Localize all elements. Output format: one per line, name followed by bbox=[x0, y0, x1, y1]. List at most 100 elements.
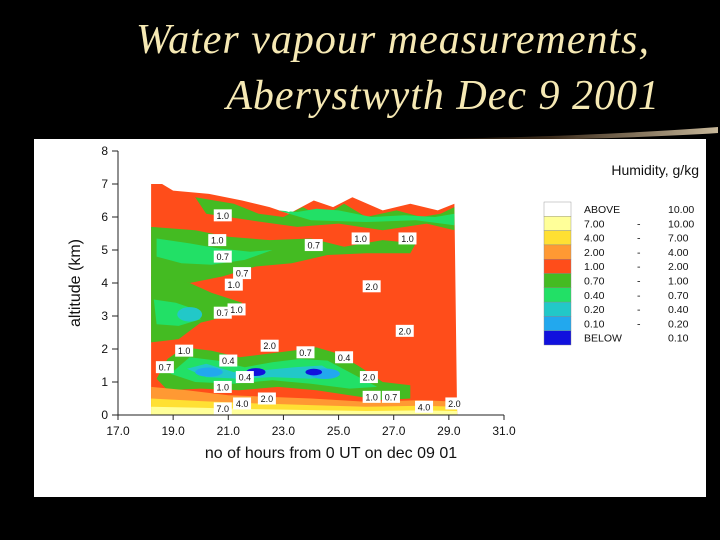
legend-label: ABOVE bbox=[584, 204, 620, 216]
above-data-region bbox=[151, 151, 458, 212]
legend-range: 7.00 bbox=[668, 233, 689, 245]
contour-label: 4.0 bbox=[236, 399, 249, 409]
contour-labels: 1.01.00.70.70.71.0 1.01.00.7 1.02.02.02.01… bbox=[155, 209, 464, 415]
contour-label-box bbox=[235, 371, 254, 384]
x-tick-label: 31.0 bbox=[492, 424, 516, 438]
contour-label-box bbox=[359, 371, 378, 384]
contour-label: 0.7 bbox=[385, 392, 398, 402]
contour-label-box bbox=[395, 324, 414, 337]
slide-title-line-2: Aberystwyth Dec 9 2001 bbox=[226, 73, 660, 119]
contour-label-box bbox=[257, 392, 276, 405]
legend-range: 10.00 bbox=[668, 218, 694, 230]
legend-range: 2.00 bbox=[668, 261, 689, 273]
contour-label-box bbox=[213, 402, 232, 415]
contour-label: 1.0 bbox=[230, 305, 243, 315]
contour-label: 7.0 bbox=[217, 404, 230, 414]
x-axis-label: no of hours from 0 UT on dec 09 01 bbox=[205, 445, 457, 462]
contour-label-box bbox=[260, 339, 279, 352]
contour-label-box bbox=[233, 397, 252, 410]
y-tick-label: 0 bbox=[101, 408, 108, 422]
y-tick-label: 5 bbox=[101, 243, 108, 257]
y-tick-label: 6 bbox=[101, 210, 108, 224]
legend-title: Humidity, g/kg bbox=[611, 162, 699, 178]
contour-label: 2.0 bbox=[448, 399, 461, 409]
no-data-region bbox=[118, 151, 152, 415]
upper-dry-band bbox=[195, 197, 455, 231]
legend-label: 0.10 bbox=[584, 318, 605, 330]
contour-label-box bbox=[219, 354, 238, 367]
contour-label-box bbox=[415, 400, 434, 413]
legend-swatch bbox=[543, 201, 572, 217]
chart-panel: 0 1 2 3 4 5 6 7 8 17.0 19.0 21.0 23.0 25.0 27.0 29.0 31.… bbox=[34, 139, 706, 497]
contour-label: 1.0 bbox=[178, 346, 191, 356]
contour-label: 2.0 bbox=[363, 373, 376, 383]
legend-dash: - bbox=[637, 318, 641, 330]
contour-label: 0.7 bbox=[159, 363, 172, 373]
legend-swatch bbox=[543, 258, 572, 274]
legend-range: 0.20 bbox=[668, 318, 689, 330]
legend-swatch bbox=[543, 316, 572, 331]
contour-label-box bbox=[213, 380, 232, 393]
contour-label: 2.0 bbox=[261, 394, 274, 404]
legend-swatch bbox=[543, 216, 572, 231]
core-right-deep bbox=[305, 368, 323, 376]
legend-label: 0.20 bbox=[584, 304, 605, 316]
legend-swatch bbox=[543, 230, 572, 246]
contour-label: 1.0 bbox=[401, 234, 414, 244]
contour-label-box bbox=[296, 346, 315, 359]
contour-label-box bbox=[445, 397, 464, 410]
contour-label-box bbox=[224, 278, 243, 291]
legend-label: 4.00 bbox=[584, 233, 605, 245]
legend-label: 7.00 bbox=[584, 218, 605, 230]
legend-dash: - bbox=[637, 233, 641, 245]
x-tick-label: 29.0 bbox=[437, 424, 461, 438]
legend-dash: - bbox=[637, 261, 641, 273]
y-tick-label: 7 bbox=[101, 177, 108, 191]
x-tick-label: 21.0 bbox=[217, 424, 241, 438]
contour-label: 0.7 bbox=[236, 269, 249, 279]
y-tick-label: 4 bbox=[101, 276, 108, 290]
x-tick-label: 17.0 bbox=[106, 424, 130, 438]
legend-dash: - bbox=[637, 218, 641, 230]
legend-range: 1.00 bbox=[668, 276, 689, 288]
x-tick-label: 27.0 bbox=[382, 424, 406, 438]
legend-range: 4.00 bbox=[668, 247, 689, 259]
slide-title: Water vapour measurements, Aberystwyth D… bbox=[136, 12, 660, 124]
contour-label-box bbox=[208, 234, 227, 247]
contour-label: 0.4 bbox=[338, 353, 351, 363]
contour-label-box bbox=[233, 267, 252, 280]
legend-dash: - bbox=[637, 247, 641, 259]
upper-very-dry-band bbox=[277, 208, 455, 226]
contour-label-box bbox=[362, 390, 381, 403]
legend-label: 0.70 bbox=[584, 276, 605, 288]
contour-label: 1.0 bbox=[217, 211, 230, 221]
legend-dash: - bbox=[637, 290, 641, 302]
contour-label: 2.0 bbox=[365, 282, 378, 292]
contour-label-box bbox=[398, 232, 417, 245]
contour-label: 0.7 bbox=[217, 308, 230, 318]
x-tick-label: 23.0 bbox=[272, 424, 296, 438]
contour-label-box bbox=[213, 209, 232, 222]
contour-label: 4.0 bbox=[418, 402, 431, 412]
legend-range: 0.70 bbox=[668, 290, 689, 302]
contour-label: 1.0 bbox=[365, 392, 378, 402]
contour-label: 2.0 bbox=[263, 341, 276, 351]
contour-label: 1.0 bbox=[228, 280, 241, 290]
legend-range: 10.00 bbox=[668, 204, 694, 216]
contour-label: 0.7 bbox=[217, 252, 230, 262]
legend-label: 1.00 bbox=[584, 261, 605, 273]
core-left bbox=[195, 367, 223, 377]
contour-label-box bbox=[213, 306, 232, 319]
legend-dash: - bbox=[637, 304, 641, 316]
x-tick-label: 19.0 bbox=[161, 424, 185, 438]
legend-range: 0.10 bbox=[668, 333, 689, 345]
contour-label-box bbox=[155, 361, 174, 374]
humidity-heatmap-chart: 0 1 2 3 4 5 6 7 8 17.0 19.0 21.0 23.0 25.0 27.0 29.0 31.… bbox=[67, 144, 699, 462]
y-tick-label: 1 bbox=[101, 375, 108, 389]
legend-swatch bbox=[543, 273, 572, 289]
contour-label-box bbox=[304, 239, 323, 252]
legend-label: BELOW bbox=[584, 333, 622, 345]
slide-title-line-1: Water vapour measurements, bbox=[135, 17, 650, 63]
contour-label-box bbox=[213, 250, 232, 263]
contour-label: 2.0 bbox=[398, 326, 411, 336]
